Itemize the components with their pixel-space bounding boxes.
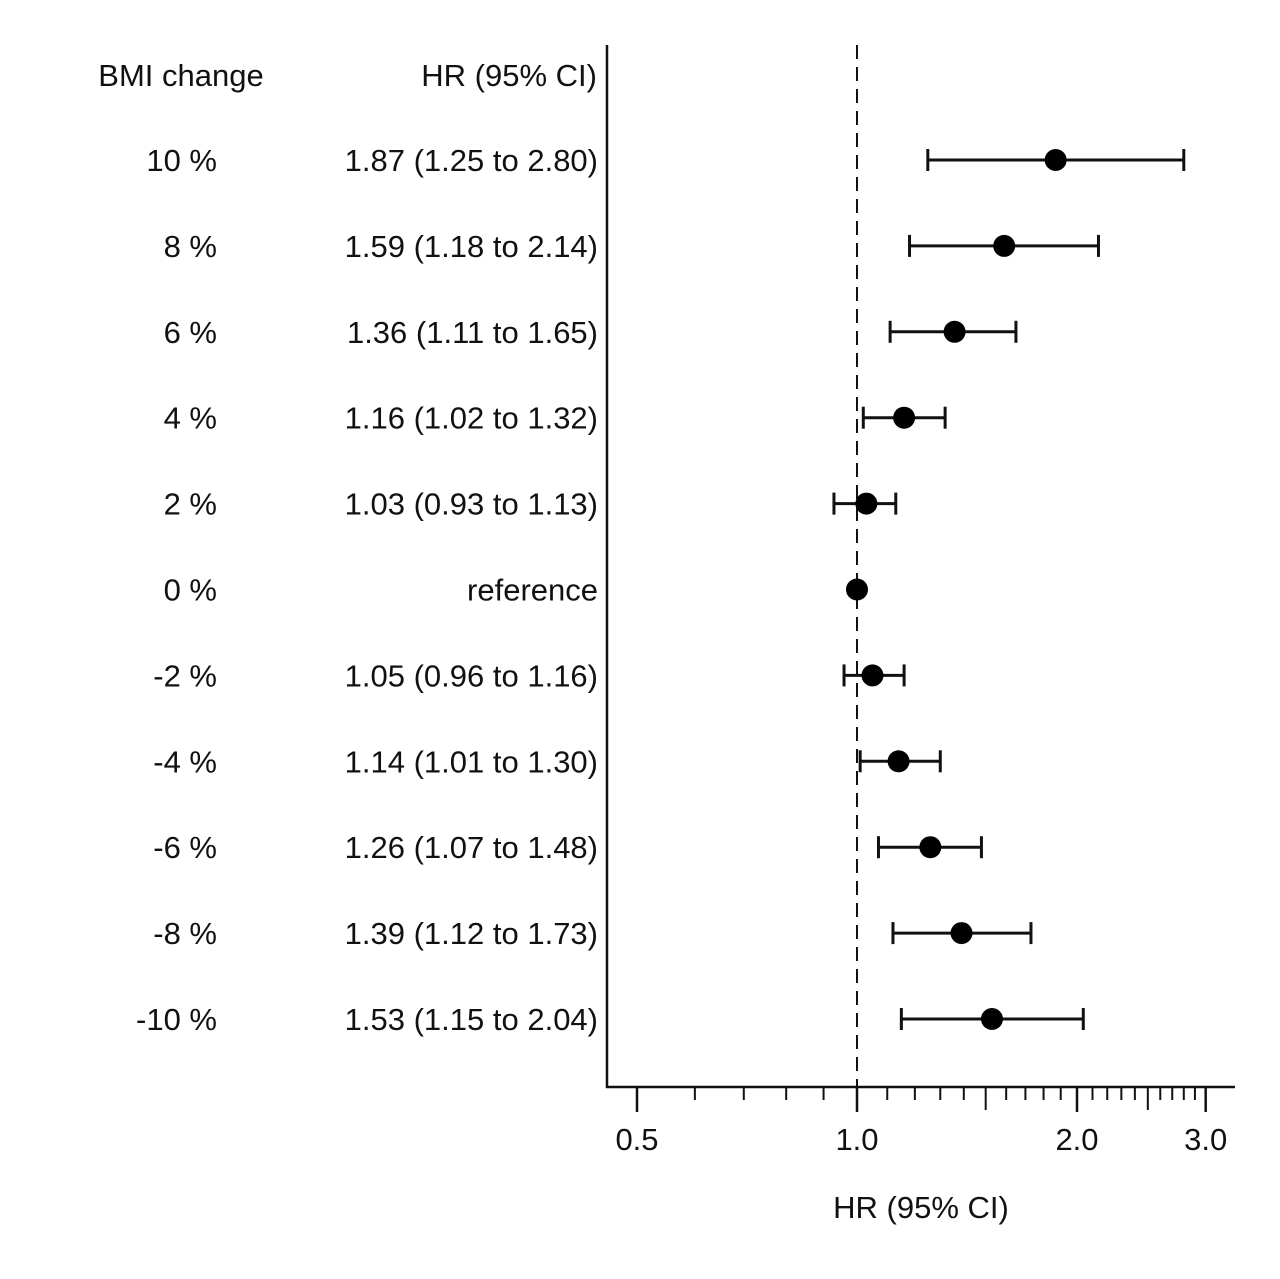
forest-row: 6 % 1.36 (1.11 to 1.65) [164,315,1018,350]
row-estimate-text: 1.26 (1.07 to 1.48) [345,830,598,865]
forest-row: -8 % 1.39 (1.12 to 1.73) [153,916,1033,951]
forest-row: 4 % 1.16 (1.02 to 1.32) [164,401,947,436]
row-label: -8 % [153,916,217,951]
row-estimate-text: 1.16 (1.02 to 1.32) [345,401,598,436]
row-estimate-text: 1.03 (0.93 to 1.13) [345,487,598,522]
x-tick-label: 2.0 [1055,1122,1098,1157]
row-estimate-text: 1.14 (1.01 to 1.30) [345,744,598,779]
forest-row: -10 % 1.53 (1.15 to 2.04) [136,1002,1085,1037]
forest-row: -4 % 1.14 (1.01 to 1.30) [153,744,942,779]
hr-point [846,578,868,601]
x-tick-label: 0.5 [615,1122,658,1157]
forest-row: 2 % 1.03 (0.93 to 1.13) [164,487,898,522]
hr-point [980,1008,1003,1030]
hr-point [919,836,942,859]
hr-point [861,664,884,687]
hr-point [1044,149,1067,171]
row-estimate-text: 1.36 (1.11 to 1.65) [347,315,598,350]
row-estimate-text: 1.05 (0.96 to 1.16) [345,658,598,693]
header-hr: HR (95% CI) [421,58,597,93]
hr-point [893,406,916,429]
row-label: 2 % [164,487,217,522]
hr-point [887,750,910,773]
row-label: 6 % [164,315,217,350]
row-label: 10 % [146,143,217,178]
row-label: -6 % [153,830,217,865]
header-bmi-change: BMI change [98,58,263,93]
row-label: -2 % [153,658,217,693]
hr-point [855,492,878,515]
forest-row: -6 % 1.26 (1.07 to 1.48) [153,830,983,865]
row-label: 0 % [164,573,217,608]
row-estimate-text: reference [467,573,598,608]
row-label: 8 % [164,229,217,264]
forest-row: 0 % reference [164,573,868,608]
x-tick-label: 3.0 [1184,1122,1227,1157]
hr-point [943,320,966,343]
row-estimate-text: 1.59 (1.18 to 2.14) [345,229,598,264]
forest-row: 8 % 1.59 (1.18 to 2.14) [164,229,1100,264]
row-estimate-text: 1.53 (1.15 to 2.04) [345,1002,598,1037]
forest-row: -2 % 1.05 (0.96 to 1.16) [153,658,906,693]
x-tick-label: 1.0 [835,1122,878,1157]
forest-row: 10 % 1.87 (1.25 to 2.80) [146,143,1186,178]
row-label: 4 % [164,401,217,436]
row-label: -4 % [153,744,217,779]
row-estimate-text: 1.87 (1.25 to 2.80) [345,143,598,178]
hr-point [993,234,1016,257]
hr-point [950,922,973,945]
row-label: -10 % [136,1002,217,1037]
row-estimate-text: 1.39 (1.12 to 1.73) [345,916,598,951]
x-axis-label: HR (95% CI) [833,1190,1009,1225]
